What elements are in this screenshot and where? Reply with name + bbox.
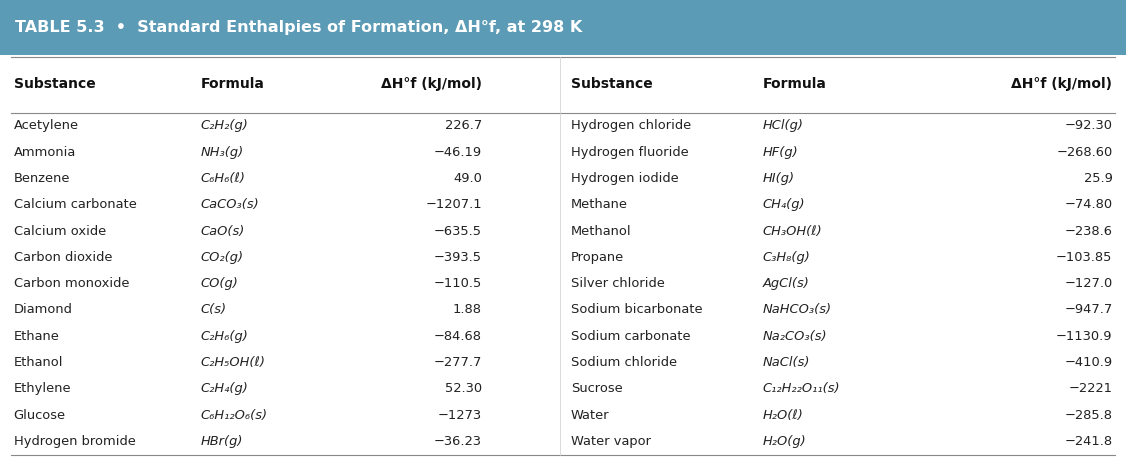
Text: Hydrogen iodide: Hydrogen iodide [571,172,679,185]
Text: C₁₂H₂₂O₁₁(s): C₁₂H₂₂O₁₁(s) [762,382,840,395]
Text: Ethylene: Ethylene [14,382,71,395]
Text: −110.5: −110.5 [434,277,482,290]
Text: C₂H₂(g): C₂H₂(g) [200,119,249,132]
Text: Sodium chloride: Sodium chloride [571,356,677,369]
Text: −635.5: −635.5 [434,225,482,238]
Text: C(s): C(s) [200,303,226,317]
Text: Substance: Substance [14,77,96,91]
Text: −268.60: −268.60 [1056,145,1112,159]
Text: −947.7: −947.7 [1064,303,1112,317]
Text: 25.9: 25.9 [1083,172,1112,185]
Text: C₂H₆(g): C₂H₆(g) [200,330,249,343]
Text: −1273: −1273 [438,409,482,422]
Text: Substance: Substance [571,77,653,91]
Text: CaO(s): CaO(s) [200,225,244,238]
Text: Hydrogen fluoride: Hydrogen fluoride [571,145,689,159]
Text: Methanol: Methanol [571,225,632,238]
Text: −410.9: −410.9 [1064,356,1112,369]
Text: Ethane: Ethane [14,330,60,343]
Text: −393.5: −393.5 [434,251,482,264]
Text: C₂H₅OH(ℓ): C₂H₅OH(ℓ) [200,356,266,369]
Text: HBr(g): HBr(g) [200,435,243,448]
Text: Sodium carbonate: Sodium carbonate [571,330,690,343]
Text: Sucrose: Sucrose [571,382,623,395]
FancyBboxPatch shape [0,55,1126,463]
Text: 52.30: 52.30 [445,382,482,395]
Text: Hydrogen chloride: Hydrogen chloride [571,119,691,132]
Text: −36.23: −36.23 [434,435,482,448]
Text: −285.8: −285.8 [1064,409,1112,422]
Text: 49.0: 49.0 [453,172,482,185]
Text: Diamond: Diamond [14,303,72,317]
Text: Formula: Formula [200,77,265,91]
Text: H₂O(g): H₂O(g) [762,435,806,448]
Text: 1.88: 1.88 [453,303,482,317]
Text: Methane: Methane [571,198,628,211]
Text: CO₂(g): CO₂(g) [200,251,243,264]
Text: Glucose: Glucose [14,409,65,422]
Text: Sodium bicarbonate: Sodium bicarbonate [571,303,703,317]
Text: −277.7: −277.7 [434,356,482,369]
Text: Ethanol: Ethanol [14,356,63,369]
Text: Benzene: Benzene [14,172,70,185]
Text: Hydrogen bromide: Hydrogen bromide [14,435,135,448]
Text: Carbon monoxide: Carbon monoxide [14,277,129,290]
Text: Ammonia: Ammonia [14,145,75,159]
Text: NH₃(g): NH₃(g) [200,145,243,159]
Text: Silver chloride: Silver chloride [571,277,664,290]
Text: HCl(g): HCl(g) [762,119,803,132]
Text: −103.85: −103.85 [1056,251,1112,264]
Text: H₂O(ℓ): H₂O(ℓ) [762,409,803,422]
Text: Na₂CO₃(s): Na₂CO₃(s) [762,330,826,343]
Text: HF(g): HF(g) [762,145,798,159]
Text: AgCl(s): AgCl(s) [762,277,810,290]
Text: C₂H₄(g): C₂H₄(g) [200,382,249,395]
Text: NaCl(s): NaCl(s) [762,356,810,369]
Text: Formula: Formula [762,77,826,91]
Text: C₃H₈(g): C₃H₈(g) [762,251,811,264]
Text: ΔH°f (kJ/mol): ΔH°f (kJ/mol) [1011,77,1112,91]
Text: ΔH°f (kJ/mol): ΔH°f (kJ/mol) [381,77,482,91]
Text: −127.0: −127.0 [1064,277,1112,290]
Text: Calcium carbonate: Calcium carbonate [14,198,136,211]
FancyBboxPatch shape [0,0,1126,55]
Text: −74.80: −74.80 [1064,198,1112,211]
Text: 226.7: 226.7 [445,119,482,132]
Text: NaHCO₃(s): NaHCO₃(s) [762,303,831,317]
Text: −46.19: −46.19 [434,145,482,159]
Text: Water: Water [571,409,609,422]
Text: TABLE 5.3  •  Standard Enthalpies of Formation, ΔH°f, at 298 K: TABLE 5.3 • Standard Enthalpies of Forma… [15,20,582,35]
Text: Carbon dioxide: Carbon dioxide [14,251,111,264]
Text: C₆H₆(ℓ): C₆H₆(ℓ) [200,172,245,185]
Text: −1130.9: −1130.9 [1056,330,1112,343]
Text: −1207.1: −1207.1 [426,198,482,211]
Text: −2221: −2221 [1069,382,1112,395]
Text: −241.8: −241.8 [1064,435,1112,448]
Text: CO(g): CO(g) [200,277,239,290]
Text: C₆H₁₂O₆(s): C₆H₁₂O₆(s) [200,409,268,422]
Text: Calcium oxide: Calcium oxide [14,225,106,238]
Text: −84.68: −84.68 [434,330,482,343]
Text: Acetylene: Acetylene [14,119,79,132]
Text: −238.6: −238.6 [1064,225,1112,238]
Text: CaCO₃(s): CaCO₃(s) [200,198,259,211]
Text: Water vapor: Water vapor [571,435,651,448]
Text: CH₃OH(ℓ): CH₃OH(ℓ) [762,225,822,238]
Text: Propane: Propane [571,251,624,264]
Text: CH₄(g): CH₄(g) [762,198,805,211]
Text: −92.30: −92.30 [1064,119,1112,132]
Text: HI(g): HI(g) [762,172,795,185]
